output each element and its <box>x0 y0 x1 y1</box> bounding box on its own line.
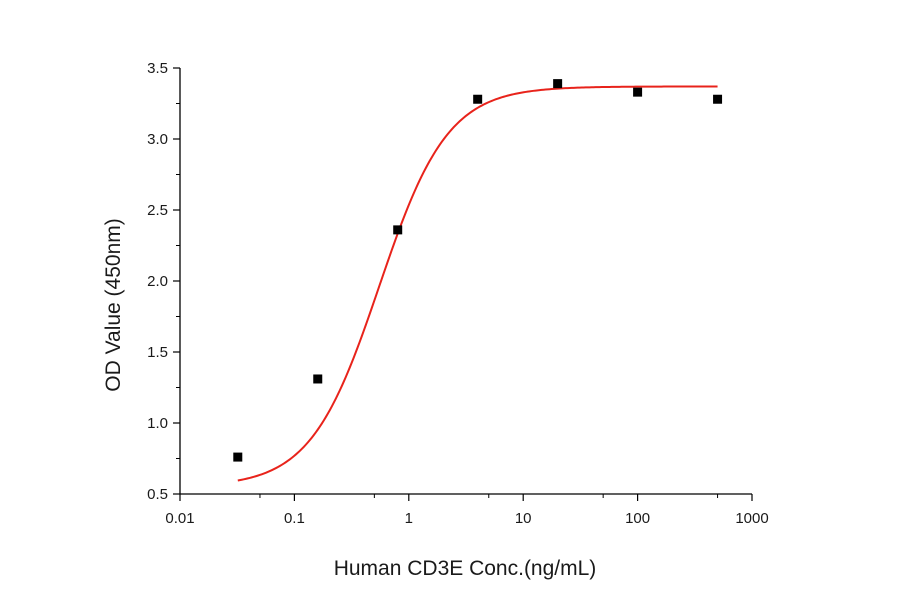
x-tick-label: 100 <box>625 510 650 527</box>
x-axis-title: Human CD3E Conc.(ng/mL) <box>334 557 597 580</box>
y-tick-label: 1.0 <box>147 415 168 432</box>
fit-curve-layer <box>237 85 718 482</box>
y-tick-label: 2.5 <box>147 202 168 219</box>
y-tick-label: 0.5 <box>147 486 168 503</box>
data-point <box>393 225 403 235</box>
fit-curve-line <box>237 85 718 482</box>
y-tick-label: 1.5 <box>147 344 168 361</box>
data-point <box>633 87 643 97</box>
x-tick-label: 0.01 <box>165 510 194 527</box>
x-tick-label: 1 <box>405 510 413 527</box>
data-point <box>473 94 483 104</box>
y-ticks: 0.5 1.0 1.5 2.0 2.5 3.0 3.5 <box>147 60 180 503</box>
data-point <box>553 79 563 89</box>
y-tick-label: 3.5 <box>147 60 168 77</box>
data-point <box>313 374 323 384</box>
data-point <box>233 452 243 462</box>
x-ticks: 0.01 0.1 1 10 100 1000 <box>165 494 769 527</box>
y-tick-label: 3.0 <box>147 131 168 148</box>
data-points-layer <box>233 79 723 462</box>
data-point <box>713 94 723 104</box>
y-axis-title: OD Value (450nm) <box>102 218 125 392</box>
x-tick-label: 0.1 <box>284 510 305 527</box>
x-tick-label: 10 <box>515 510 532 527</box>
axes <box>179 68 752 495</box>
x-tick-label: 1000 <box>735 510 768 527</box>
y-tick-label: 2.0 <box>147 273 168 290</box>
